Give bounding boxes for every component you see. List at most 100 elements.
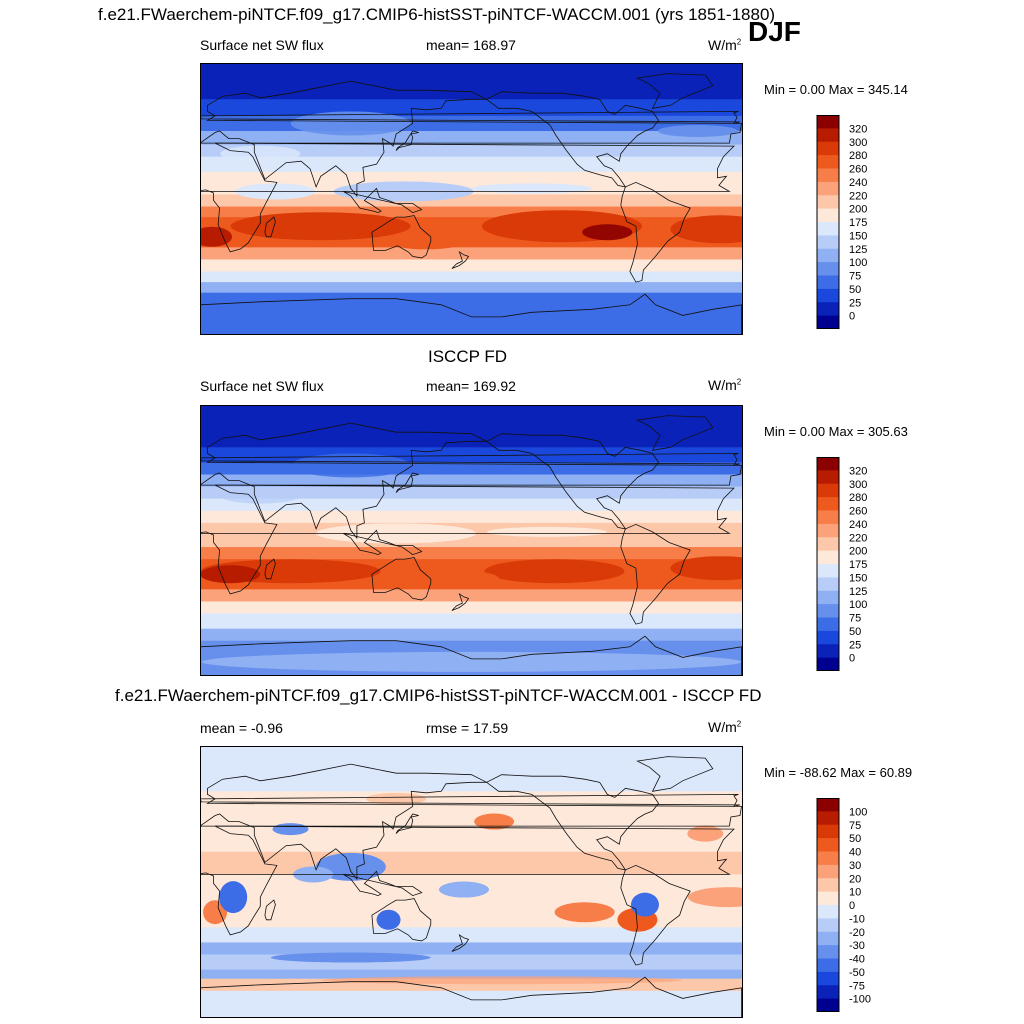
coastline bbox=[200, 111, 741, 124]
coastline bbox=[485, 774, 659, 871]
field-patch bbox=[428, 570, 499, 587]
coastline bbox=[636, 756, 714, 792]
colorbar-swatch bbox=[817, 644, 839, 659]
field-patch bbox=[220, 145, 301, 162]
field-patch bbox=[687, 825, 724, 842]
coastline bbox=[395, 813, 419, 834]
colorbar-tick-label: 175 bbox=[849, 559, 867, 571]
colorbar-tick-label: 220 bbox=[849, 532, 867, 544]
colorbar-swatch bbox=[817, 864, 839, 879]
field-patch bbox=[474, 813, 515, 830]
field-band bbox=[200, 791, 743, 823]
field-band bbox=[200, 628, 743, 642]
colorbar-tick-label: 10 bbox=[849, 887, 861, 899]
map-frame bbox=[200, 405, 743, 676]
colorbar-tick-label: 300 bbox=[849, 137, 867, 149]
colorbar-tick-label: 75 bbox=[849, 613, 861, 625]
field-patch bbox=[471, 183, 592, 194]
colorbar-tick-label: 200 bbox=[849, 546, 867, 558]
map-frame bbox=[200, 63, 743, 335]
field-band bbox=[200, 589, 743, 602]
colorbar-swatch bbox=[817, 985, 839, 1000]
colorbar-tick-label: -75 bbox=[849, 980, 865, 992]
field-patch bbox=[670, 215, 743, 244]
field-patch bbox=[219, 881, 248, 914]
field-band bbox=[200, 405, 743, 448]
field-band bbox=[200, 462, 743, 476]
panel-2-variable-label: Surface net SW flux bbox=[200, 378, 324, 394]
colorbar-tick-label: 50 bbox=[849, 833, 861, 845]
panel-2-mean-label: mean= 169.92 bbox=[426, 378, 516, 394]
coastline bbox=[200, 825, 735, 936]
colorbar-tick-label: 25 bbox=[849, 297, 861, 309]
colorbar-tick-label: 0 bbox=[849, 900, 855, 912]
colorbar-tick-label: 75 bbox=[849, 820, 861, 832]
colorbar-swatch bbox=[817, 168, 839, 183]
field-band bbox=[200, 534, 743, 548]
panel-3-map bbox=[200, 746, 743, 1018]
panel-2-heading: ISCCP FD bbox=[428, 347, 508, 366]
colorbar-swatch bbox=[817, 181, 839, 196]
coastline bbox=[620, 864, 691, 966]
colorbar-tick-label: 280 bbox=[849, 150, 867, 162]
colorbar-tick-label: 320 bbox=[849, 465, 867, 477]
colorbar-swatch bbox=[817, 208, 839, 223]
coastline bbox=[200, 453, 741, 466]
colorbar-tick-label: 125 bbox=[849, 586, 867, 598]
coastline bbox=[451, 933, 470, 952]
colorbar-tick-label: -100 bbox=[849, 994, 871, 1006]
colorbar-swatch bbox=[817, 851, 839, 866]
field-patch bbox=[321, 976, 682, 985]
colorbar-swatch bbox=[817, 235, 839, 250]
colorbar-swatch bbox=[817, 302, 839, 317]
field-band bbox=[200, 282, 743, 294]
colorbar-swatch bbox=[817, 195, 839, 210]
colorbar-swatch bbox=[817, 617, 839, 632]
coastline bbox=[343, 529, 423, 556]
panel-1-units: W/m2 bbox=[708, 37, 742, 53]
colorbar-swatch bbox=[817, 811, 839, 826]
colorbar-swatch bbox=[817, 630, 839, 645]
coastline bbox=[395, 472, 419, 493]
coastline bbox=[343, 870, 423, 897]
colorbar-frame bbox=[816, 115, 840, 329]
coastline bbox=[371, 215, 432, 259]
colorbar-frame bbox=[816, 798, 840, 1012]
field-patch bbox=[270, 952, 431, 963]
field-patch bbox=[376, 909, 401, 930]
field-patch bbox=[386, 233, 467, 250]
coastline bbox=[636, 73, 714, 109]
field-patch bbox=[670, 556, 743, 581]
colorbar-tick-label: 320 bbox=[849, 123, 867, 135]
panel-1-variable-label: Surface net SW flux bbox=[200, 37, 324, 53]
map-frame bbox=[200, 746, 743, 1018]
colorbar-swatch bbox=[817, 838, 839, 852]
colorbar-tick-label: 40 bbox=[849, 847, 861, 859]
coastline bbox=[264, 216, 276, 238]
colorbar-swatch bbox=[817, 141, 839, 156]
field-patch bbox=[486, 526, 607, 537]
colorbar-frame bbox=[816, 457, 840, 671]
field-patch bbox=[438, 881, 489, 898]
colorbar-swatch bbox=[817, 128, 839, 143]
field-band bbox=[200, 927, 743, 943]
field-patch bbox=[366, 792, 427, 805]
panel-1-map bbox=[200, 63, 743, 335]
field-band bbox=[200, 969, 743, 980]
colorbar-tick-label: 280 bbox=[849, 492, 867, 504]
colorbar-swatch bbox=[817, 115, 839, 129]
colorbar-swatch bbox=[817, 315, 839, 329]
coastline bbox=[264, 899, 276, 921]
colorbar-tick-label: 100 bbox=[849, 599, 867, 611]
coastline bbox=[485, 433, 659, 530]
panel-3-units: W/m2 bbox=[708, 719, 742, 735]
coastline bbox=[395, 130, 419, 151]
colorbar-tick-label: 0 bbox=[849, 653, 855, 665]
colorbar-swatch bbox=[817, 262, 839, 276]
field-band bbox=[200, 990, 743, 1018]
field-patch bbox=[201, 651, 742, 672]
colorbar-swatch bbox=[817, 931, 839, 946]
colorbar-tick-label: 260 bbox=[849, 506, 867, 518]
coastline bbox=[200, 80, 742, 198]
